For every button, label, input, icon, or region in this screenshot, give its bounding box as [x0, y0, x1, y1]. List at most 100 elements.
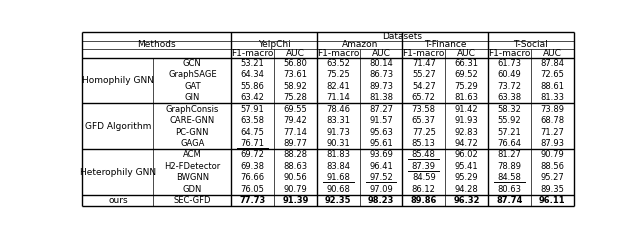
- Text: 73.61: 73.61: [284, 70, 307, 79]
- Text: F1-macro: F1-macro: [403, 49, 445, 58]
- Text: 88.63: 88.63: [284, 162, 307, 171]
- Text: 76.05: 76.05: [241, 185, 264, 194]
- Text: 94.72: 94.72: [454, 139, 479, 148]
- Text: 71.47: 71.47: [412, 59, 436, 68]
- Text: 69.55: 69.55: [284, 105, 307, 114]
- Text: 66.31: 66.31: [454, 59, 479, 68]
- Text: 64.34: 64.34: [241, 70, 264, 79]
- Text: 88.56: 88.56: [540, 162, 564, 171]
- Text: 91.57: 91.57: [369, 116, 393, 125]
- Text: 71.14: 71.14: [326, 93, 350, 102]
- Text: 88.28: 88.28: [284, 150, 307, 160]
- Text: BWGNN: BWGNN: [176, 173, 209, 182]
- Text: 76.71: 76.71: [241, 139, 265, 148]
- Text: H2-FDetector: H2-FDetector: [164, 162, 220, 171]
- Text: ACM: ACM: [183, 150, 202, 160]
- Text: 55.27: 55.27: [412, 70, 436, 79]
- Text: 90.31: 90.31: [326, 139, 350, 148]
- Text: 96.11: 96.11: [539, 196, 566, 205]
- Text: 76.66: 76.66: [241, 173, 265, 182]
- Text: 89.73: 89.73: [369, 82, 393, 91]
- Text: 80.63: 80.63: [497, 185, 522, 194]
- Text: 78.46: 78.46: [326, 105, 350, 114]
- Text: 90.56: 90.56: [284, 173, 307, 182]
- Text: T-Finance: T-Finance: [424, 40, 467, 49]
- Text: 75.25: 75.25: [326, 70, 350, 79]
- Text: 60.49: 60.49: [497, 70, 521, 79]
- Text: 87.39: 87.39: [412, 162, 436, 171]
- Text: 77.25: 77.25: [412, 127, 436, 137]
- Text: 87.84: 87.84: [540, 59, 564, 68]
- Text: 81.63: 81.63: [454, 93, 479, 102]
- Text: 95.61: 95.61: [369, 139, 393, 148]
- Text: GAT: GAT: [184, 82, 201, 91]
- Text: 69.38: 69.38: [241, 162, 265, 171]
- Text: 87.74: 87.74: [496, 196, 522, 205]
- Text: GraphConsis: GraphConsis: [166, 105, 219, 114]
- Text: 75.28: 75.28: [284, 93, 307, 102]
- Text: 89.77: 89.77: [284, 139, 307, 148]
- Text: 73.72: 73.72: [497, 82, 522, 91]
- Text: 97.09: 97.09: [369, 185, 393, 194]
- Text: 86.73: 86.73: [369, 70, 393, 79]
- Text: 81.33: 81.33: [540, 93, 564, 102]
- Text: GDN: GDN: [182, 185, 202, 194]
- Text: 83.84: 83.84: [326, 162, 350, 171]
- Text: 69.52: 69.52: [454, 70, 479, 79]
- Text: 79.42: 79.42: [284, 116, 307, 125]
- Text: 86.12: 86.12: [412, 185, 436, 194]
- Text: 55.86: 55.86: [241, 82, 264, 91]
- Text: 73.89: 73.89: [540, 105, 564, 114]
- Text: 63.58: 63.58: [241, 116, 265, 125]
- Text: F1-macro: F1-macro: [232, 49, 274, 58]
- Text: 54.27: 54.27: [412, 82, 436, 91]
- Text: GIN: GIN: [185, 93, 200, 102]
- Text: CARE-GNN: CARE-GNN: [170, 116, 215, 125]
- Text: GraphSAGE: GraphSAGE: [168, 70, 217, 79]
- Text: F1-macro: F1-macro: [488, 49, 531, 58]
- Text: Amazon: Amazon: [341, 40, 378, 49]
- Text: 76.64: 76.64: [497, 139, 522, 148]
- Text: 57.91: 57.91: [241, 105, 264, 114]
- Text: 94.28: 94.28: [454, 185, 479, 194]
- Text: 91.73: 91.73: [326, 127, 350, 137]
- Text: 81.38: 81.38: [369, 93, 393, 102]
- Text: T-Social: T-Social: [513, 40, 548, 49]
- Text: 91.68: 91.68: [326, 173, 350, 182]
- Text: 85.13: 85.13: [412, 139, 436, 148]
- Text: 89.35: 89.35: [540, 185, 564, 194]
- Text: 88.61: 88.61: [540, 82, 564, 91]
- Text: Homophily GNN: Homophily GNN: [82, 76, 154, 85]
- Text: 75.29: 75.29: [454, 82, 479, 91]
- Text: GFD Algorithm: GFD Algorithm: [84, 122, 151, 131]
- Text: 53.21: 53.21: [241, 59, 264, 68]
- Text: 87.27: 87.27: [369, 105, 393, 114]
- Text: 64.75: 64.75: [241, 127, 264, 137]
- Text: PC-GNN: PC-GNN: [175, 127, 209, 137]
- Text: 81.27: 81.27: [497, 150, 522, 160]
- Text: 96.02: 96.02: [454, 150, 479, 160]
- Text: 73.58: 73.58: [412, 105, 436, 114]
- Text: 84.58: 84.58: [497, 173, 522, 182]
- Text: 61.73: 61.73: [497, 59, 522, 68]
- Text: 82.41: 82.41: [326, 82, 350, 91]
- Text: 84.59: 84.59: [412, 173, 436, 182]
- Text: 83.31: 83.31: [326, 116, 350, 125]
- Text: 91.42: 91.42: [455, 105, 478, 114]
- Text: 95.29: 95.29: [455, 173, 478, 182]
- Text: Methods: Methods: [138, 40, 176, 49]
- Text: 57.21: 57.21: [497, 127, 521, 137]
- Text: 71.27: 71.27: [540, 127, 564, 137]
- Text: 91.93: 91.93: [454, 116, 479, 125]
- Text: 97.52: 97.52: [369, 173, 393, 182]
- Text: 78.89: 78.89: [497, 162, 522, 171]
- Text: F1-macro: F1-macro: [317, 49, 360, 58]
- Text: 90.79: 90.79: [284, 185, 307, 194]
- Text: ours: ours: [108, 196, 128, 205]
- Text: 65.37: 65.37: [412, 116, 436, 125]
- Text: 69.72: 69.72: [241, 150, 264, 160]
- Text: AUC: AUC: [543, 49, 561, 58]
- Text: Datasets: Datasets: [383, 32, 422, 41]
- Text: 96.41: 96.41: [369, 162, 393, 171]
- Text: 92.83: 92.83: [454, 127, 479, 137]
